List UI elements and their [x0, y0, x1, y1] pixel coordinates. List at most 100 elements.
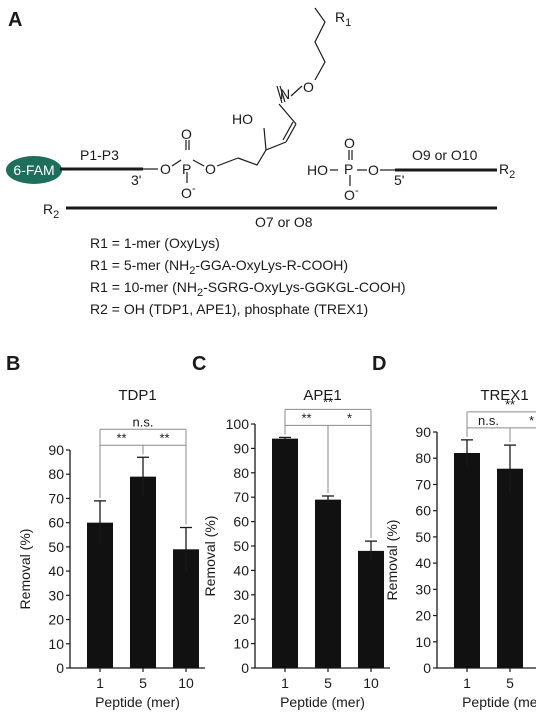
y-tick-label: 50	[415, 529, 431, 545]
significance-label: *	[529, 413, 534, 428]
ho-label: HO	[232, 111, 253, 127]
bar	[130, 476, 156, 668]
y-axis-label: Removal (%)	[202, 516, 218, 597]
atom-n: N	[280, 86, 290, 102]
atom-o: O	[181, 126, 192, 142]
five-prime-label: 5'	[394, 172, 404, 188]
definition-line: R1 = 1-mer (OxyLys)	[90, 235, 220, 251]
y-tick-label: 60	[48, 515, 64, 531]
definition-line: R2 = OH (TDP1, APE1), phosphate (TREX1)	[90, 301, 368, 317]
y-tick-label: 0	[241, 660, 249, 676]
y-tick-label: 100	[226, 416, 250, 432]
chart-ape1: C APE1 0 10 20 30 40 50 60 70 80 90 100 Removal (%) 1 5…	[192, 353, 390, 710]
ho-label: HO	[307, 162, 328, 178]
bottom-strand-label: O7 or O8	[255, 214, 313, 230]
chart-title: TREX1	[480, 387, 528, 404]
y-tick-label: 70	[415, 476, 431, 492]
y-tick-label: 40	[48, 563, 64, 579]
significance-label: n.s.	[133, 414, 154, 429]
chart-title: APE1	[303, 387, 341, 404]
x-tick-label: 5	[139, 675, 147, 691]
y-tick-label: 80	[415, 450, 431, 466]
y-tick-label: 0	[423, 660, 431, 676]
chart-title: TDP1	[118, 387, 156, 404]
y-tick-label: 20	[415, 608, 431, 624]
definitions-list: R1 = 1-mer (OxyLys) R1 = 5-mer (NH2-GGA-…	[90, 235, 406, 317]
atom-o: O	[368, 162, 379, 178]
significance-label: **	[159, 430, 169, 445]
chart-tdp1: B TDP1 0 10 20 30 40 50 60 70 80 90 Removal (%) 1 5 10 P…	[6, 353, 205, 710]
x-axis-label: Peptide (mer)	[280, 694, 365, 710]
structure-diagram	[6, 7, 497, 210]
three-prime-label: 3'	[131, 172, 141, 188]
y-tick-label: 30	[48, 587, 64, 603]
x-tick-label: 5	[506, 675, 514, 691]
y-tick-label: 40	[415, 555, 431, 571]
x-axis-label: Peptide (mer)	[95, 694, 180, 710]
r2-label: R2	[43, 201, 59, 221]
panel-label-b: B	[6, 353, 20, 375]
y-tick-label: 10	[415, 634, 431, 650]
y-tick-label: 70	[48, 490, 64, 506]
y-tick-label: 10	[233, 636, 249, 652]
x-tick-label: 1	[96, 675, 104, 691]
bar	[358, 550, 384, 668]
bar	[454, 452, 480, 668]
definition-line: R1 = 5-mer (NH2-GGA-OxyLys-R-COOH)	[90, 257, 348, 277]
y-tick-label: 60	[415, 503, 431, 519]
significance-label: *	[347, 410, 352, 425]
atom-p: P	[344, 161, 353, 177]
definition-line: R1 = 10-mer (NH2-SGRG-OxyLys-GGKGL-COOH)	[90, 279, 406, 299]
y-tick-label: 50	[233, 538, 249, 554]
y-axis-label: Removal (%)	[384, 520, 400, 601]
x-tick-label: 10	[178, 675, 194, 691]
y-tick-label: 50	[48, 539, 64, 555]
charge-minus: -	[355, 185, 359, 197]
x-tick-label: 5	[324, 675, 332, 691]
fam-fluorophore	[6, 156, 62, 184]
r1-label: R1	[335, 9, 351, 29]
y-tick-label: 60	[233, 514, 249, 530]
significance-label: **	[301, 410, 311, 425]
panel-label-c: C	[192, 353, 206, 375]
y-tick-label: 80	[48, 466, 64, 482]
panel-label-d: D	[372, 353, 386, 375]
y-tick-label: 20	[233, 611, 249, 627]
fam-label: 6-FAM	[13, 162, 54, 178]
atom-o: O	[181, 185, 192, 201]
x-tick-label: 1	[281, 675, 289, 691]
bar	[87, 522, 113, 668]
atom-o: O	[344, 135, 355, 151]
y-tick-label: 10	[48, 636, 64, 652]
y-axis-label: Removal (%)	[17, 529, 33, 610]
y-tick-label: 20	[48, 612, 64, 628]
y-tick-label: 90	[48, 442, 64, 458]
y-tick-label: 80	[233, 465, 249, 481]
atom-o: O	[205, 161, 216, 177]
atom-p: P	[182, 161, 191, 177]
significance-label: **	[505, 397, 515, 412]
y-tick-label: 90	[415, 424, 431, 440]
charge-minus: -	[192, 183, 196, 195]
y-tick-label: 40	[233, 562, 249, 578]
y-tick-label: 70	[233, 489, 249, 505]
x-axis-label: Peptide (mer)	[462, 694, 536, 710]
x-tick-label: 1	[463, 675, 471, 691]
bar	[497, 468, 523, 668]
strand2-label: O9 or O10	[412, 147, 478, 163]
atom-o: O	[160, 161, 171, 177]
atom-o: O	[344, 187, 355, 203]
bar	[272, 438, 298, 668]
significance-label: n.s.	[478, 413, 499, 428]
y-tick-label: 0	[56, 660, 64, 676]
x-tick-label: 10	[363, 675, 379, 691]
y-tick-label: 30	[415, 581, 431, 597]
significance-label: **	[323, 394, 333, 409]
atom-o: O	[303, 79, 314, 95]
strand1-label: P1-P3	[80, 147, 119, 163]
y-tick-label: 90	[233, 440, 249, 456]
bar	[315, 499, 341, 668]
significance-label: **	[116, 430, 126, 445]
